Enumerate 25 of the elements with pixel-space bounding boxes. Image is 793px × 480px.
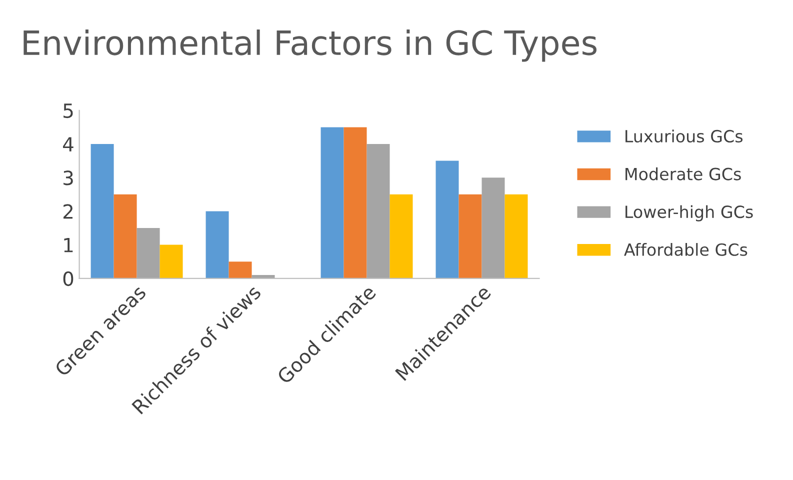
y-tick-label: 1 [64,238,73,252]
bar [366,144,390,278]
bar [90,144,114,278]
bar [482,178,505,278]
legend-label: Affordable GCs [624,243,748,256]
y-tick-label: 5 [64,104,73,118]
bar [436,160,459,278]
bar [504,194,528,278]
legend-label: Lower-high GCs [626,205,753,222]
legend-label: Luxurious GCs [626,130,743,143]
bar [114,194,137,278]
y-tick-label: 0 [63,271,74,286]
chart-title: Environmental Factors in GC Types [24,30,597,62]
bar [136,228,160,278]
bar [206,211,229,278]
bar [390,194,413,278]
y-tick-label: 4 [63,137,74,152]
bar [344,127,367,278]
bar [228,262,252,278]
bar [458,194,482,278]
bar [320,127,344,278]
legend-label: Moderate GCs [626,167,741,180]
bar [160,244,183,278]
y-tick-label: 3 [64,170,73,186]
y-tick-label: 2 [63,204,72,219]
